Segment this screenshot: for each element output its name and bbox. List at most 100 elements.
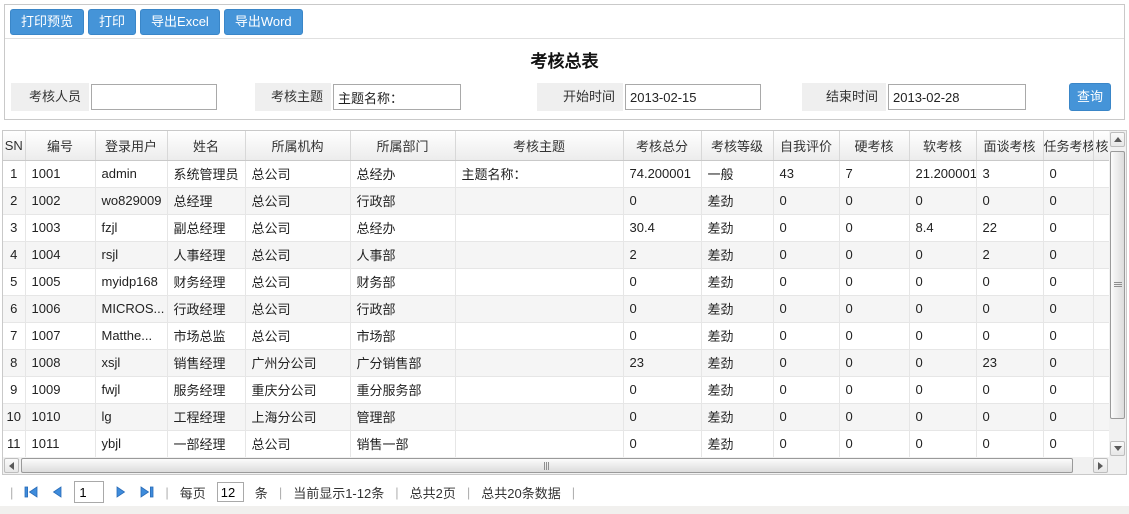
- column-header[interactable]: 考核主题: [455, 131, 624, 161]
- column-header[interactable]: 软考核: [909, 131, 977, 161]
- print-button[interactable]: 打印: [88, 9, 137, 35]
- cell: [455, 403, 624, 431]
- column-header[interactable]: 考核总分: [623, 131, 702, 161]
- cell: 30.4: [623, 214, 702, 242]
- cell: 1007: [25, 322, 96, 350]
- toolbar: 打印预览 打印 导出Excel 导出Word: [5, 5, 1124, 39]
- cell: 差劲: [701, 241, 774, 269]
- scroll-right-button[interactable]: [1093, 458, 1108, 473]
- cell: 销售一部: [350, 430, 456, 457]
- first-page-button[interactable]: [24, 485, 39, 499]
- column-header[interactable]: 编号: [25, 131, 96, 161]
- page-number-input[interactable]: [74, 481, 105, 503]
- column-header[interactable]: SN: [3, 131, 26, 161]
- scroll-down-button[interactable]: [1110, 441, 1125, 456]
- cell: 1005: [25, 268, 96, 296]
- scroll-up-button[interactable]: [1110, 132, 1125, 147]
- column-header[interactable]: 核: [1093, 131, 1109, 161]
- cell: 0: [909, 430, 977, 457]
- next-page-button[interactable]: [115, 485, 128, 499]
- cell: 差劲: [701, 430, 774, 457]
- separator: |: [278, 484, 283, 500]
- cell: 1009: [25, 376, 96, 404]
- cell: 5: [3, 268, 26, 296]
- table-row[interactable]: 2 1002 wo829009 总经理 总公司 行政部 0 差劲 0 0 0 0 0: [3, 187, 1109, 215]
- column-header[interactable]: 硬考核: [839, 131, 910, 161]
- cell: ybjl: [95, 430, 168, 457]
- horizontal-scroll-thumb[interactable]: [21, 458, 1073, 473]
- table-row[interactable]: 5 1005 myidp168 财务经理 总公司 财务部 0 差劲 0 0 0 0 0: [3, 268, 1109, 296]
- cell: [455, 187, 624, 215]
- cell: 总公司: [245, 214, 351, 242]
- column-header[interactable]: 登录用户: [95, 131, 168, 161]
- cell: [1093, 322, 1109, 350]
- export-word-button[interactable]: 导出Word: [223, 9, 303, 35]
- total-records-label: 总共20条数据: [481, 485, 561, 501]
- table-row[interactable]: 1 1001 admin 系统管理员 总公司 总经办 主题名称： 74.200001 一般 43 7…: [3, 160, 1109, 188]
- cell: 总公司: [245, 322, 351, 350]
- cell: 0: [839, 241, 910, 269]
- cell: 0: [773, 241, 840, 269]
- cell: 总公司: [245, 241, 351, 269]
- end-date-input[interactable]: [888, 84, 1026, 110]
- column-header[interactable]: 所属部门: [350, 131, 456, 161]
- grid-viewport: SN 编号 登录用户 姓名 所属机构 所属部门 考核主题 考核总分 考核等级 自我评价 硬考核 软考核…: [3, 131, 1109, 457]
- last-page-button[interactable]: [139, 485, 154, 499]
- cell: [1093, 241, 1109, 269]
- column-header[interactable]: 自我评价: [773, 131, 840, 161]
- cell: 0: [839, 268, 910, 296]
- cell: 0: [1043, 160, 1094, 188]
- search-button[interactable]: 查询: [1069, 83, 1111, 111]
- topic-input[interactable]: [333, 84, 461, 110]
- column-header[interactable]: 姓名: [167, 131, 246, 161]
- cell: 差劲: [701, 187, 774, 215]
- vertical-scroll-thumb[interactable]: [1110, 151, 1125, 419]
- table-row[interactable]: 4 1004 rsjl 人事经理 总公司 人事部 2 差劲 0 0 0 2 0: [3, 241, 1109, 269]
- cell: 总公司: [245, 295, 351, 323]
- footer-strip: [0, 506, 1129, 514]
- column-header[interactable]: 所属机构: [245, 131, 351, 161]
- previous-page-button[interactable]: [50, 485, 63, 499]
- cell: 0: [839, 187, 910, 215]
- table-row[interactable]: 8 1008 xsjl 销售经理 广州分公司 广分销售部 23 差劲 0 0 0 23 0: [3, 349, 1109, 377]
- cell: [455, 268, 624, 296]
- cell: 0: [773, 349, 840, 377]
- end-date-label: 结束时间: [802, 83, 886, 111]
- cell: 1010: [25, 403, 96, 431]
- column-header[interactable]: 考核等级: [701, 131, 774, 161]
- table-row[interactable]: 3 1003 fzjl 副总经理 总公司 总经办 30.4 差劲 0 0 8.4 22 0: [3, 214, 1109, 242]
- cell: 差劲: [701, 376, 774, 404]
- cell: [1093, 376, 1109, 404]
- table-row[interactable]: 9 1009 fwjl 服务经理 重庆分公司 重分服务部 0 差劲 0 0 0 0 0: [3, 376, 1109, 404]
- per-page-input[interactable]: [216, 482, 244, 502]
- print-preview-button[interactable]: 打印预览: [10, 9, 85, 35]
- separator: |: [10, 484, 14, 500]
- column-header[interactable]: 面谈考核: [976, 131, 1044, 161]
- cell: 差劲: [701, 403, 774, 431]
- cell: 0: [623, 268, 702, 296]
- cell: 0: [623, 295, 702, 323]
- export-excel-button[interactable]: 导出Excel: [140, 9, 220, 35]
- cell: fzjl: [95, 214, 168, 242]
- table-row[interactable]: 7 1007 Matthe... 市场总监 总公司 市场部 0 差劲 0 0 0 0 0: [3, 322, 1109, 350]
- cell: 0: [909, 349, 977, 377]
- cell: myidp168: [95, 268, 168, 296]
- horizontal-scrollbar[interactable]: [3, 457, 1109, 474]
- vertical-scrollbar[interactable]: [1109, 131, 1126, 457]
- cell: 1003: [25, 214, 96, 242]
- separator: |: [466, 484, 471, 500]
- table-row[interactable]: 10 1010 lg 工程经理 上海分公司 管理部 0 差劲 0 0 0 0 0: [3, 403, 1109, 431]
- start-date-input[interactable]: [625, 84, 761, 110]
- table-row[interactable]: 6 1006 MICROS... 行政经理 总公司 行政部 0 差劲 0 0 0 0 0: [3, 295, 1109, 323]
- cell: [455, 214, 624, 242]
- cell: 6: [3, 295, 26, 323]
- cell: 总公司: [245, 430, 351, 457]
- table-row[interactable]: 11 1011 ybjl 一部经理 总公司 销售一部 0 差劲 0 0 0 0 0: [3, 430, 1109, 457]
- grid-table: SN 编号 登录用户 姓名 所属机构 所属部门 考核主题 考核总分 考核等级 自我评价 硬考核 软考核…: [3, 131, 1109, 457]
- assessor-input[interactable]: [91, 84, 217, 110]
- cell: 0: [773, 430, 840, 457]
- scroll-left-button[interactable]: [4, 458, 19, 473]
- column-header[interactable]: 任务考核: [1043, 131, 1094, 161]
- cell: 人事部: [350, 241, 456, 269]
- cell: [455, 376, 624, 404]
